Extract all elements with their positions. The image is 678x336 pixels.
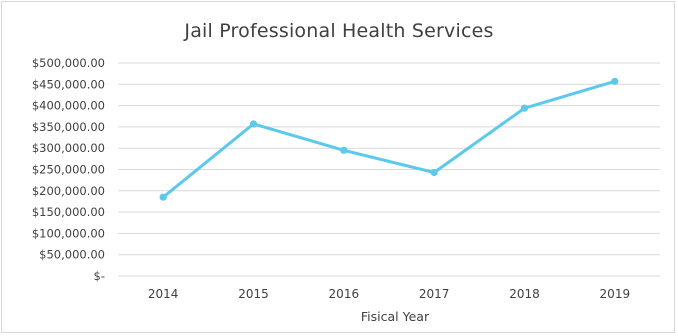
data-point	[611, 77, 619, 85]
y-tick-labels: $- $50,000.00 $100,000.00 $150,000.00 $200,0…	[32, 56, 105, 283]
y-tick-label: $450,000.00	[32, 77, 105, 91]
x-tick-label: 2018	[509, 287, 540, 301]
x-tick-label: 2017	[419, 287, 450, 301]
x-tick-labels: 2014 2015 2016 2017 2018 2019	[148, 287, 630, 301]
data-point	[249, 120, 258, 128]
x-axis-title: Fisical Year	[361, 309, 430, 324]
series-line	[161, 79, 617, 199]
gridlines	[118, 62, 660, 277]
y-tick-label: $200,000.00	[32, 184, 105, 198]
x-tick-label: 2015	[238, 287, 269, 301]
x-tick-label: 2016	[329, 287, 360, 301]
data-point	[430, 168, 438, 177]
y-tick-label: $100,000.00	[32, 226, 105, 240]
data-point	[340, 146, 348, 154]
y-tick-label: $300,000.00	[32, 141, 105, 155]
y-tick-label: $400,000.00	[32, 99, 105, 113]
chart-title: Jail Professional Health Services	[184, 20, 494, 42]
y-tick-label: $500,000.00	[32, 56, 105, 70]
series	[159, 77, 619, 201]
y-tick-label: $250,000.00	[32, 163, 105, 177]
x-tick-label: 2019	[600, 287, 631, 301]
data-point	[159, 193, 167, 201]
y-tick-label: $-	[94, 269, 105, 283]
data-point	[520, 104, 529, 112]
y-tick-label: $50,000.00	[39, 248, 105, 262]
y-tick-label: $150,000.00	[32, 205, 105, 219]
x-tick-label: 2014	[148, 287, 179, 301]
y-tick-label: $350,000.00	[32, 120, 105, 134]
